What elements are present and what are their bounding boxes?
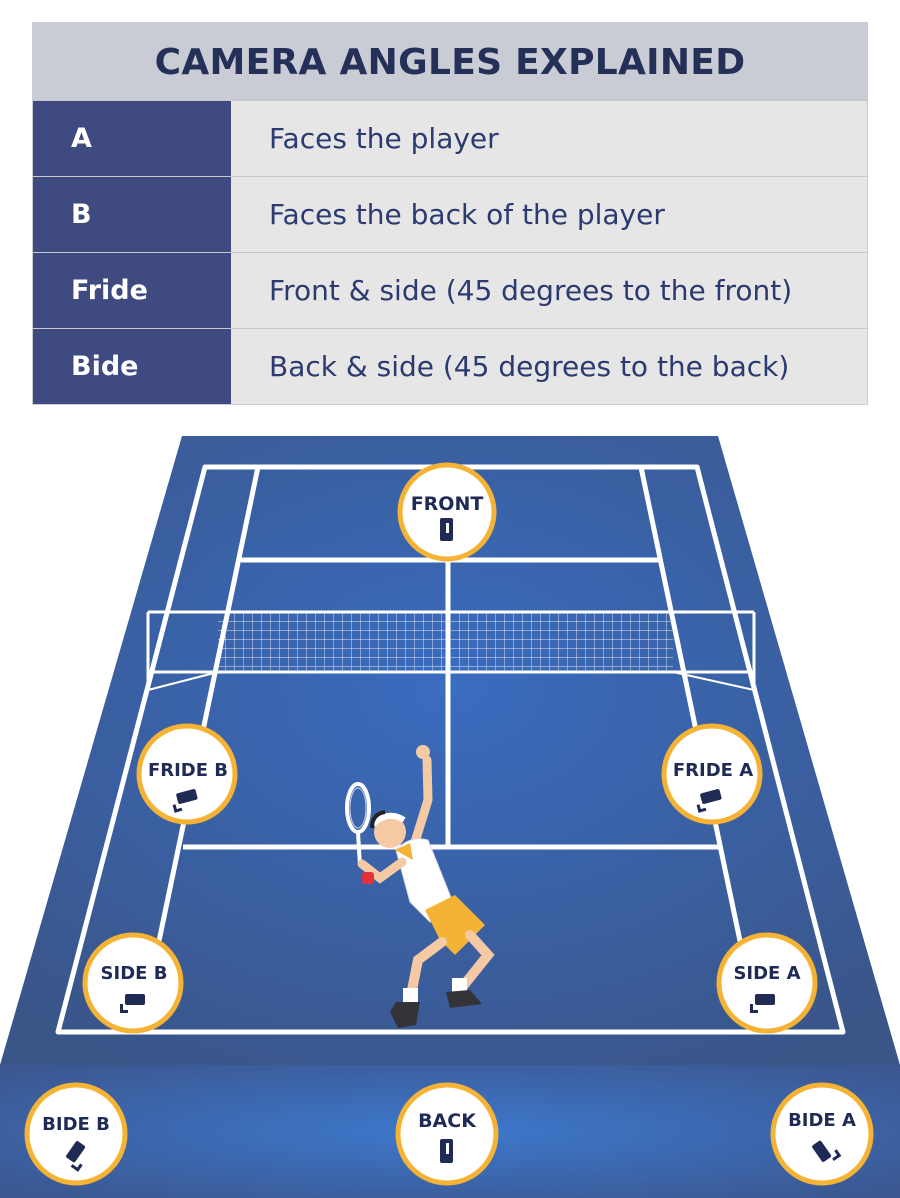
legend-key: Bide — [33, 329, 231, 404]
legend-row-a: A Faces the player — [33, 100, 867, 176]
legend-description: Faces the player — [231, 101, 867, 176]
camera-front[interactable]: FRONT — [397, 462, 497, 562]
legend-key: A — [33, 101, 231, 176]
camera-icon — [440, 518, 453, 541]
legend-description: Faces the back of the player — [231, 177, 867, 252]
camera-icon — [750, 994, 775, 1013]
camera-fride-b[interactable]: FRIDE B — [136, 723, 238, 825]
tennis-player — [345, 745, 495, 1028]
legend-key: Fride — [33, 253, 231, 328]
camera-icon — [440, 1139, 453, 1163]
legend-title: CAMERA ANGLES EXPLAINED — [33, 23, 867, 100]
camera-front-label: FRONT — [411, 493, 484, 515]
camera-back-label: BACK — [418, 1110, 477, 1132]
camera-side-a-label: SIDE A — [733, 963, 800, 984]
camera-side-b-label: SIDE B — [101, 963, 168, 984]
legend-row-fride: Fride Front & side (45 degrees to the fr… — [33, 252, 867, 328]
legend-row-bide: Bide Back & side (45 degrees to the back… — [33, 328, 867, 404]
camera-fride-a-label: FRIDE A — [673, 760, 753, 781]
camera-back[interactable]: BACK — [395, 1082, 499, 1186]
legend-row-b: B Faces the back of the player — [33, 176, 867, 252]
legend-key: B — [33, 177, 231, 252]
camera-angles-legend: CAMERA ANGLES EXPLAINED A Faces the play… — [32, 22, 868, 405]
legend-description: Front & side (45 degrees to the front) — [231, 253, 867, 328]
camera-bide-a-label: BIDE A — [788, 1110, 856, 1131]
camera-icon — [172, 789, 198, 813]
camera-icon — [696, 789, 722, 813]
camera-icon — [812, 1140, 842, 1162]
camera-side-b[interactable]: SIDE B — [82, 932, 184, 1034]
camera-side-a[interactable]: SIDE A — [716, 932, 818, 1034]
legend-description: Back & side (45 degrees to the back) — [231, 329, 867, 404]
camera-icon — [66, 1141, 86, 1172]
camera-bide-a[interactable]: BIDE A — [770, 1082, 874, 1186]
camera-bide-b[interactable]: BIDE B — [24, 1082, 128, 1186]
tennis-net — [146, 610, 756, 691]
camera-bide-b-label: BIDE B — [42, 1114, 110, 1135]
camera-icon — [120, 994, 145, 1013]
camera-fride-b-label: FRIDE B — [148, 760, 228, 781]
camera-fride-a[interactable]: FRIDE A — [661, 723, 763, 825]
